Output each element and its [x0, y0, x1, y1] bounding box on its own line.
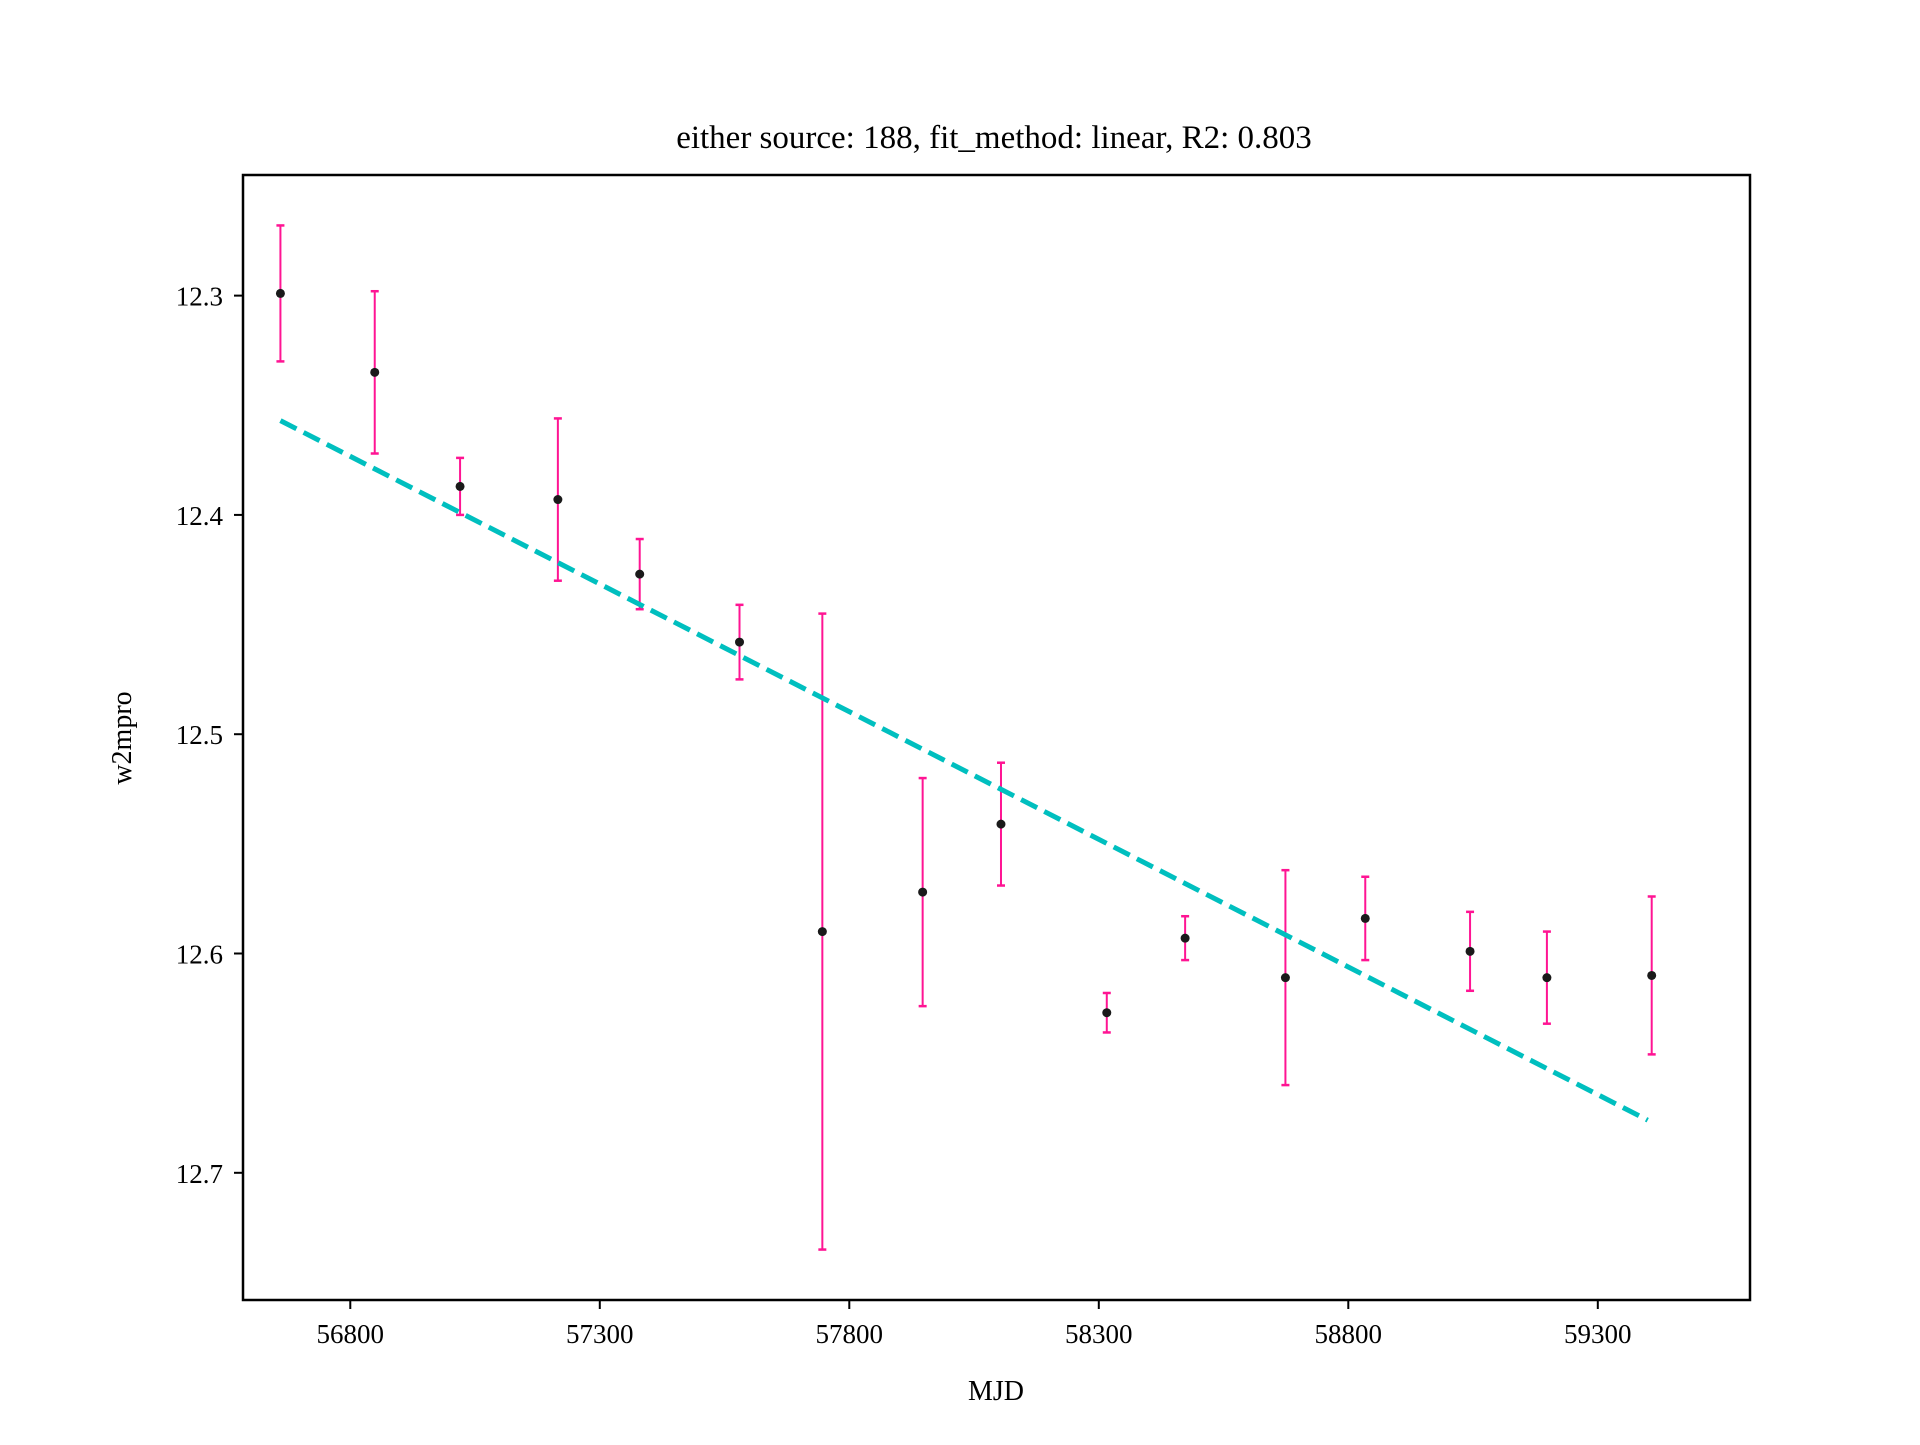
data-point — [1280, 973, 1290, 983]
data-point — [1542, 973, 1552, 983]
x-tick-label: 58800 — [1315, 1319, 1383, 1349]
data-point — [1180, 933, 1190, 943]
data-point — [817, 927, 827, 937]
data-point — [1647, 970, 1657, 980]
x-tick-label: 57800 — [816, 1319, 884, 1349]
data-point — [275, 288, 285, 298]
y-axis-label: w2mpro — [107, 691, 138, 784]
data-point — [1102, 1008, 1112, 1018]
data-point — [735, 637, 745, 647]
fit-line — [279, 418, 1649, 1123]
data-point — [635, 569, 645, 579]
x-tick-label: 58300 — [1065, 1319, 1133, 1349]
x-tick-label: 57300 — [566, 1319, 634, 1349]
x-tick-label: 59300 — [1564, 1319, 1632, 1349]
axes-frame — [241, 173, 1752, 1302]
data-point — [1465, 946, 1475, 956]
data-point — [553, 495, 563, 505]
data-point — [455, 481, 465, 491]
y-tick-label: 12.5 — [176, 720, 223, 750]
x-tick-label: 56800 — [317, 1319, 385, 1349]
plot-area — [275, 224, 1657, 1251]
axis-ticks: 56800 57300 57800 58300 58800 59300 12.3 12.4 12… — [176, 282, 1632, 1349]
data-point — [996, 819, 1006, 829]
data-point — [370, 367, 380, 377]
y-tick-label: 12.7 — [176, 1159, 223, 1189]
chart-title: either source: 188, fit_method: linear, … — [676, 120, 1312, 156]
y-tick-label: 12.4 — [176, 501, 224, 531]
data-point — [918, 887, 928, 897]
x-axis-label: MJD — [968, 1376, 1024, 1407]
y-tick-label: 12.6 — [176, 940, 223, 970]
data-point — [1360, 913, 1370, 923]
y-tick-label: 12.3 — [176, 282, 223, 312]
